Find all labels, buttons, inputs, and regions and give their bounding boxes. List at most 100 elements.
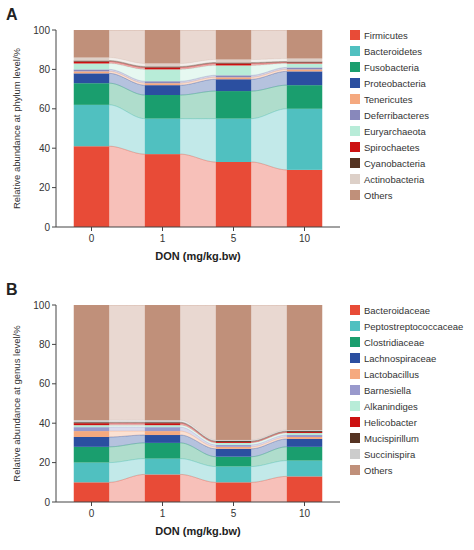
legend-swatch xyxy=(350,126,360,136)
bar-segment xyxy=(74,431,110,437)
panel: B02040608010001510Relative abundance at … xyxy=(6,281,463,537)
legend-swatch xyxy=(350,385,360,395)
bar-segment xyxy=(74,427,110,431)
x-axis-label: DON (mg/kg.bw) xyxy=(155,250,241,262)
bar-segment xyxy=(145,67,181,69)
bar-segment xyxy=(74,423,110,425)
x-tick xyxy=(91,502,92,506)
ribbon-edge xyxy=(180,305,216,306)
bar-segment xyxy=(145,423,181,425)
y-tick-label: 60 xyxy=(39,378,51,389)
bar-segment xyxy=(145,85,181,95)
legend-label: Clostridiaceae xyxy=(364,337,424,348)
legend-label: Lachnospiraceae xyxy=(364,353,436,364)
x-tick-label: 10 xyxy=(299,508,311,519)
ribbon xyxy=(180,154,216,227)
ribbon-edge xyxy=(180,30,216,31)
y-tick xyxy=(52,502,56,503)
legend-swatch xyxy=(350,174,360,184)
y-tick-label: 80 xyxy=(39,339,51,350)
ribbon xyxy=(180,119,216,162)
x-tick-label: 0 xyxy=(89,233,95,244)
bar-segment xyxy=(74,447,110,463)
bar-segment xyxy=(145,459,181,475)
legend-label: Barnesiella xyxy=(364,385,412,396)
ribbon-edge xyxy=(251,30,287,31)
legend-swatch xyxy=(350,401,360,411)
x-tick-label: 1 xyxy=(160,233,166,244)
legend-swatch xyxy=(350,321,360,331)
ribbon-edge xyxy=(109,30,145,31)
bar-segment xyxy=(74,62,110,64)
legend-label: Proteobacteria xyxy=(364,78,427,89)
bar-segment xyxy=(216,119,252,162)
y-tick xyxy=(52,108,56,109)
x-tick-label: 5 xyxy=(231,233,237,244)
bar-segment xyxy=(145,81,181,83)
bar-segment xyxy=(145,63,181,66)
legend-label: Lactobacillus xyxy=(364,369,419,380)
bar-segment xyxy=(287,71,323,85)
legend-label: Peptostreptococcaceae xyxy=(364,321,463,332)
bar-segment xyxy=(145,474,181,502)
legend-swatch xyxy=(350,190,360,200)
legend-swatch xyxy=(350,46,360,56)
ribbon xyxy=(251,162,287,227)
bar-segment xyxy=(216,482,252,502)
legend-swatch xyxy=(350,142,360,152)
bar-segment xyxy=(216,440,252,442)
legend-swatch xyxy=(350,62,360,72)
y-tick xyxy=(52,383,56,384)
bar-segment xyxy=(216,75,252,77)
y-tick-label: 100 xyxy=(33,300,50,311)
bar-segment xyxy=(145,435,181,443)
x-axis xyxy=(56,227,340,228)
legend-label: Tenericutes xyxy=(364,94,413,105)
legend-label: Alkanindiges xyxy=(364,401,418,412)
bar-segment xyxy=(216,162,252,227)
y-tick-label: 20 xyxy=(39,457,51,468)
bar-segment xyxy=(74,146,110,227)
bar-segment xyxy=(287,431,323,433)
title: A xyxy=(6,6,18,23)
bar-segment xyxy=(145,154,181,227)
legend-label: Actinobacteria xyxy=(364,174,425,185)
legend-label: Spirochaetes xyxy=(364,142,420,153)
y-tick xyxy=(52,148,56,149)
bar-segment xyxy=(216,65,252,75)
bar-segment xyxy=(287,63,323,67)
y-axis-label: Relative abundance at genus level/% xyxy=(11,325,22,482)
plot-area xyxy=(74,305,323,502)
bar-segment xyxy=(74,30,110,58)
y-tick xyxy=(52,227,56,228)
legend-label: Firmicutes xyxy=(364,30,408,41)
bar-segment xyxy=(216,457,252,467)
bar-segment xyxy=(74,83,110,105)
bar-segment xyxy=(74,437,110,447)
bar-segment xyxy=(145,69,181,81)
legend-label: Mucispirillum xyxy=(364,433,419,444)
legend-label: Succinispira xyxy=(364,449,416,460)
legend-label: Bacteroidaceae xyxy=(364,305,430,316)
title: B xyxy=(6,281,18,298)
legend-label: Deferribacteres xyxy=(364,110,429,121)
legend-swatch xyxy=(350,433,360,443)
legend-swatch xyxy=(350,353,360,363)
legend-label: Euryarchaeota xyxy=(364,126,427,137)
bar-segment xyxy=(74,305,110,420)
ribbon-edge xyxy=(251,305,287,306)
ribbon xyxy=(109,420,145,422)
ribbon xyxy=(109,427,145,431)
legend-swatch xyxy=(350,305,360,315)
bar-segment xyxy=(74,425,110,427)
bar-segment xyxy=(216,77,252,79)
bar-segment xyxy=(216,30,252,60)
bar-segment xyxy=(145,427,181,431)
bar-segment xyxy=(216,60,252,63)
figure: A02040608010001510Relative abundance at … xyxy=(0,0,474,550)
y-axis xyxy=(56,305,57,502)
bar-segment xyxy=(287,30,323,59)
bar-segment xyxy=(145,30,181,63)
y-tick xyxy=(52,187,56,188)
y-tick xyxy=(52,462,56,463)
